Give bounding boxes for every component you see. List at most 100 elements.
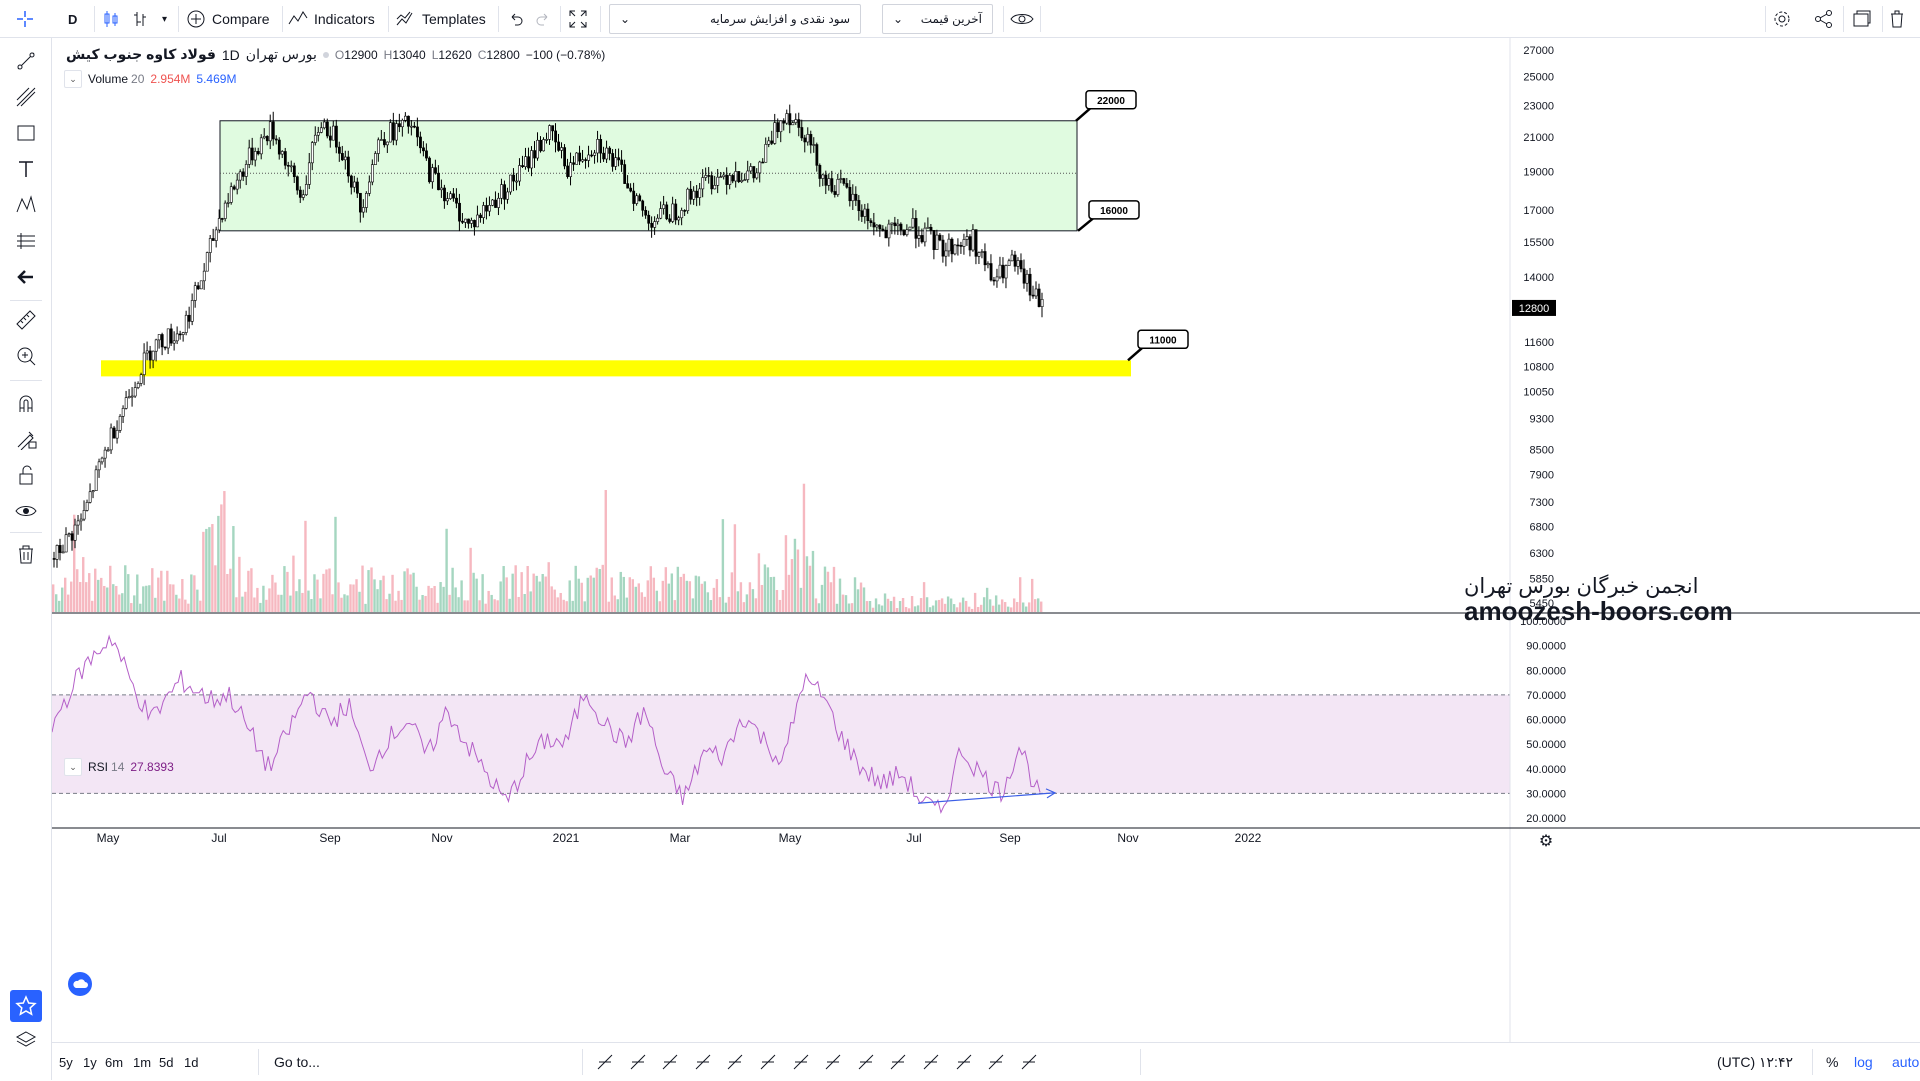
path-icon[interactable]: [854, 1043, 878, 1081]
candle-body: [76, 520, 80, 526]
candle-body: [503, 184, 506, 200]
clock-display[interactable]: ۱۲:۴۲ (UTC): [1717, 1053, 1793, 1070]
text-icon[interactable]: [723, 1043, 747, 1081]
candle-body: [788, 113, 792, 126]
volume-bar: [367, 570, 370, 612]
volume-bar: [817, 603, 821, 612]
trash-icon[interactable]: [1888, 0, 1906, 38]
candle-body: [809, 134, 813, 146]
volume-bar: [523, 594, 526, 612]
cloud-icon[interactable]: [68, 972, 92, 996]
log-toggle[interactable]: log: [1854, 1054, 1873, 1070]
horizontal-lines-icon[interactable]: [593, 1043, 617, 1081]
candle-body: [737, 171, 741, 183]
range-button-5d[interactable]: 5d: [159, 1054, 174, 1070]
candle-body: [851, 193, 855, 202]
undo-icon[interactable]: [508, 0, 524, 38]
volume-bar: [781, 589, 785, 612]
volume-legend[interactable]: ⌄ Volume 20 2.954M 5.469M: [64, 70, 236, 88]
interval-button[interactable]: D: [68, 11, 78, 27]
line-icon[interactable]: [691, 1043, 715, 1081]
brush-icon[interactable]: [984, 1043, 1008, 1081]
redo-icon[interactable]: [535, 0, 551, 38]
templates-button[interactable]: Templates: [396, 0, 486, 38]
candle-body: [106, 449, 110, 452]
rsi-pane[interactable]: [52, 634, 1510, 815]
candle-body: [184, 314, 188, 333]
volume-bar: [451, 567, 454, 612]
candle-body: [932, 230, 936, 250]
candle-body: [626, 183, 630, 189]
candle-body: [398, 123, 401, 128]
rsi-legend[interactable]: ⌄ RSI 14 27.8393: [64, 758, 174, 776]
unlock-icon[interactable]: [12, 461, 40, 489]
eye-icon[interactable]: [1010, 0, 1034, 38]
ohlc-high: H13040: [383, 47, 426, 62]
trend-line-icon[interactable]: [12, 47, 40, 75]
compare-button[interactable]: Compare: [186, 0, 270, 38]
collapse-chevron-icon[interactable]: ⌄: [64, 70, 82, 88]
range-button-1d[interactable]: 1d: [184, 1054, 199, 1070]
angle-icon[interactable]: [886, 1043, 910, 1081]
collapse-chevron-icon[interactable]: ⌄: [64, 758, 82, 776]
zoom-in-icon[interactable]: [12, 342, 40, 370]
ruler-icon[interactable]: [12, 306, 40, 334]
volume-bar: [151, 568, 154, 612]
volume-bar: [994, 595, 998, 612]
eye-icon[interactable]: [12, 497, 40, 525]
rectangle-icon[interactable]: [12, 119, 40, 147]
rectangle-icon[interactable]: [626, 1043, 650, 1081]
bar-style-icon[interactable]: [133, 0, 147, 38]
goto-button[interactable]: Go to...: [274, 1054, 320, 1070]
chevron-down-icon[interactable]: ▾: [162, 13, 168, 25]
range-button-6m[interactable]: 6m: [105, 1054, 124, 1070]
candle-body: [899, 223, 903, 231]
dividend-dropdown[interactable]: سود نقدی و افزایش سرمایه ⌄: [609, 4, 861, 34]
trash-icon[interactable]: [12, 540, 40, 568]
prediction-icon[interactable]: [12, 227, 40, 255]
settings-icon[interactable]: [1772, 0, 1792, 38]
range-button-1m[interactable]: 1m: [133, 1054, 152, 1070]
candle-body: [560, 147, 564, 151]
pitchfork-icon[interactable]: [12, 83, 40, 111]
price-source-dropdown[interactable]: آخرین قیمت ⌄: [882, 4, 993, 34]
range-button-1y[interactable]: 1y: [83, 1054, 97, 1070]
candle-body: [569, 162, 573, 177]
level-callouts[interactable]: 22000 16000 11000: [1075, 90, 1189, 362]
percent-toggle[interactable]: %: [1826, 1054, 1839, 1070]
magnet-icon[interactable]: [12, 389, 40, 417]
layers-icon[interactable]: [12, 1026, 40, 1054]
auto-toggle[interactable]: auto: [1892, 1054, 1920, 1070]
volume-bar: [478, 600, 481, 612]
candle-body: [181, 332, 185, 335]
share-icon[interactable]: [1814, 0, 1834, 38]
crosshair-icon[interactable]: [821, 1043, 845, 1081]
watchlist-star-icon[interactable]: [10, 990, 42, 1022]
watermark-url: amoozesh-boors.com: [1464, 596, 1733, 626]
chart-area[interactable]: 22000 16000 11000 27000 25000 23000 21000 1900…: [52, 38, 1920, 1042]
measure-icon[interactable]: [919, 1043, 943, 1081]
snapshot-icon[interactable]: [1852, 0, 1872, 38]
pattern-icon[interactable]: [12, 191, 40, 219]
horizontal-line-icon[interactable]: [1017, 1043, 1041, 1081]
candle-body: [79, 518, 83, 522]
crosshair-icon[interactable]: [0, 0, 50, 38]
horizontal-ray-icon[interactable]: [789, 1043, 813, 1081]
indicators-button[interactable]: Indicators: [288, 0, 375, 38]
lock-drawing-icon[interactable]: [12, 425, 40, 453]
volume-bar: [913, 606, 917, 612]
candle-body: [926, 226, 930, 229]
candles-icon[interactable]: [102, 0, 120, 38]
range-button-5y[interactable]: 5y: [59, 1054, 73, 1070]
arrow-left-icon[interactable]: [12, 263, 40, 291]
curve-icon[interactable]: [658, 1043, 682, 1081]
callout-icon[interactable]: [756, 1043, 780, 1081]
candle-body: [944, 250, 948, 257]
fullscreen-icon[interactable]: [568, 0, 588, 38]
candle-body: [731, 175, 735, 182]
candle-body: [1019, 260, 1023, 270]
text-icon[interactable]: [12, 155, 40, 183]
grid-icon[interactable]: [952, 1043, 976, 1081]
candle-body: [142, 352, 146, 375]
candle-body: [947, 238, 951, 252]
